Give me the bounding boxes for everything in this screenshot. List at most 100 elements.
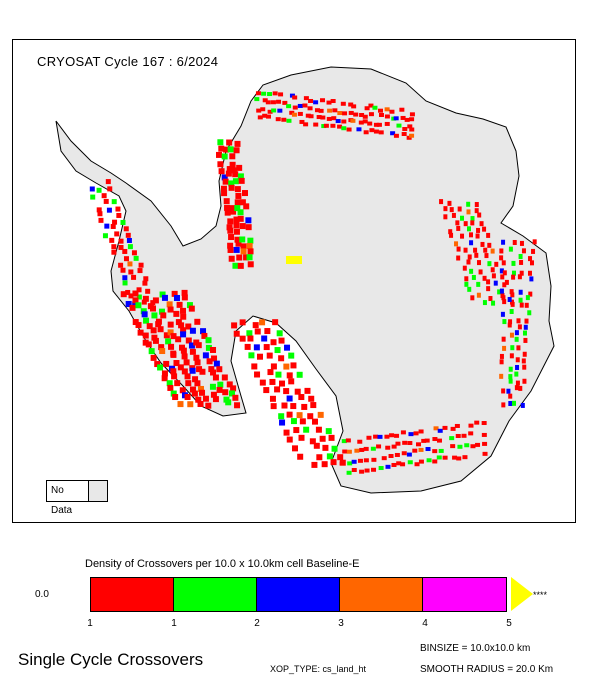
density-cell — [385, 445, 391, 450]
density-cell — [522, 330, 527, 336]
density-cell — [477, 212, 482, 218]
density-cell — [142, 295, 149, 302]
density-cell — [239, 236, 246, 243]
density-cell — [475, 442, 481, 447]
density-cell — [271, 108, 277, 113]
density-cell — [476, 292, 481, 298]
density-cell — [497, 289, 502, 295]
density-cell — [480, 241, 485, 247]
density-cell — [278, 355, 285, 362]
density-cell — [527, 270, 532, 276]
density-cell — [159, 348, 166, 355]
density-cell — [308, 114, 314, 119]
density-cell — [426, 458, 432, 463]
density-cell — [234, 199, 241, 206]
density-cell — [508, 374, 513, 380]
density-cell — [142, 339, 149, 346]
density-cell — [128, 293, 134, 299]
density-cell — [353, 112, 359, 117]
density-cell — [278, 92, 284, 97]
density-cell — [396, 461, 402, 466]
density-cell — [230, 167, 237, 174]
density-cell — [305, 113, 311, 118]
density-cell — [158, 308, 165, 315]
density-cell — [133, 255, 139, 261]
density-cell — [129, 304, 136, 311]
density-cell — [181, 294, 188, 301]
density-cell — [110, 223, 116, 229]
density-cell — [384, 107, 390, 112]
density-cell — [260, 107, 266, 112]
density-cell — [197, 385, 204, 392]
density-cell — [265, 114, 271, 119]
density-cell — [157, 364, 164, 371]
density-cell — [373, 122, 379, 127]
density-cell — [320, 115, 326, 120]
density-cell — [206, 358, 213, 365]
density-cell — [474, 208, 479, 214]
density-cell — [368, 112, 374, 117]
density-cell — [145, 341, 152, 348]
density-cell — [501, 336, 506, 342]
density-cell — [385, 464, 391, 469]
density-cell — [243, 203, 250, 210]
colorbar-tick-3: 3 — [338, 618, 344, 629]
density-cell — [509, 353, 514, 359]
density-cell — [223, 146, 230, 153]
density-cell — [307, 106, 313, 111]
density-cell — [266, 352, 273, 359]
density-cell — [525, 295, 530, 301]
density-cell — [400, 462, 406, 467]
density-cell — [331, 445, 338, 452]
density-cell — [500, 274, 505, 280]
density-cell — [402, 127, 408, 132]
density-cell — [377, 108, 383, 113]
density-cell — [348, 110, 354, 115]
density-cell — [476, 227, 481, 233]
density-cell — [221, 374, 228, 381]
density-cell — [96, 207, 102, 213]
density-cell — [212, 396, 219, 403]
density-cell — [195, 342, 202, 349]
density-cell — [510, 292, 515, 298]
density-cell — [234, 402, 241, 409]
density-cell — [217, 381, 224, 388]
density-cell — [150, 300, 156, 306]
density-cell — [317, 411, 324, 418]
density-cell — [437, 428, 443, 433]
density-cell — [175, 336, 182, 343]
density-cell — [275, 371, 282, 378]
density-cell — [239, 319, 246, 326]
density-cell — [216, 151, 223, 158]
density-cell — [321, 124, 327, 129]
density-cell — [347, 461, 353, 466]
density-cell — [471, 274, 476, 280]
density-cell — [462, 455, 468, 460]
density-cell — [226, 139, 233, 146]
density-cell — [225, 170, 232, 177]
density-cell — [455, 433, 461, 438]
colorbar-tick-0: 1 — [87, 618, 93, 629]
density-cell — [195, 396, 202, 403]
density-cell — [407, 460, 413, 465]
density-cell — [135, 302, 142, 309]
density-cell — [514, 330, 519, 336]
density-cell — [297, 103, 303, 108]
density-cell — [491, 300, 496, 306]
density-cell — [501, 388, 506, 394]
density-cell — [301, 403, 308, 410]
density-cell — [373, 129, 379, 134]
density-cell — [120, 267, 126, 273]
density-cell — [186, 302, 193, 309]
density-cell — [227, 218, 234, 225]
density-cell — [521, 248, 526, 254]
density-cell — [372, 105, 378, 110]
smooth-radius-label: SMOOTH RADIUS = 20.0 Km — [420, 664, 554, 675]
density-cell — [328, 434, 335, 441]
density-cell — [418, 459, 424, 464]
density-cell — [366, 435, 372, 440]
density-cell — [514, 385, 519, 391]
density-cell — [155, 321, 162, 328]
density-cell — [483, 247, 488, 253]
density-cell — [90, 194, 96, 200]
